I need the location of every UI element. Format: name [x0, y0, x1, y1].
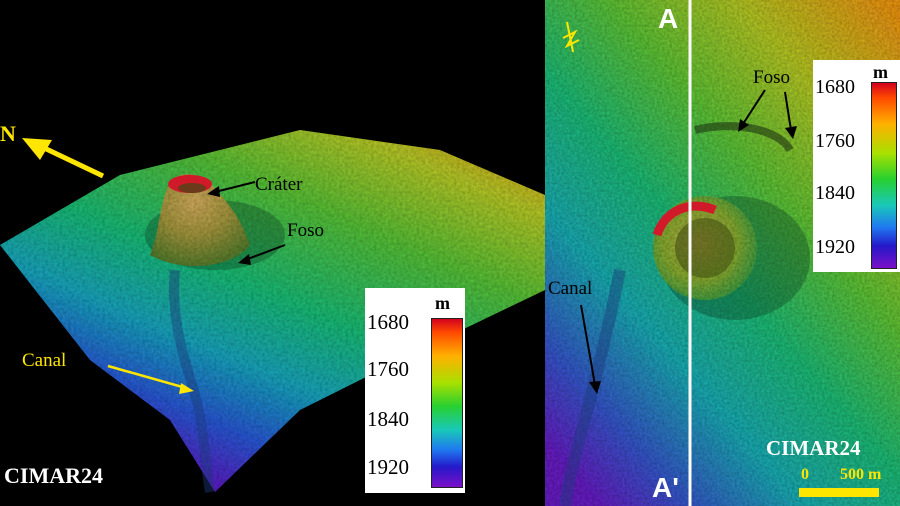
colorbar-tick-3: 1840 [367, 407, 409, 431]
canal-label: Canal [22, 350, 67, 371]
plan-foso-pointer-2-head [785, 126, 797, 139]
terrain-surface [0, 130, 545, 492]
plan-crater-pit [675, 218, 735, 278]
plan-colorbar-box: m 1680 1760 1840 1920 [813, 60, 900, 272]
crater-pit [178, 183, 206, 193]
north-label: N [0, 121, 16, 146]
plan-view-panel: A A' Foso Canal CIMAR24 0 500 m m 1680 1… [545, 0, 900, 506]
profile-label-bottom: A' [652, 472, 679, 503]
plan-canal-label: Canal [548, 278, 593, 299]
colorbar-unit: m [435, 293, 450, 313]
plan-colorbar-tick-2: 1760 [815, 130, 855, 152]
plan-foso-pointer-2 [784, 91, 792, 131]
plan-brand-label: CIMAR24 [766, 436, 861, 460]
plan-foso-label: Foso [753, 67, 790, 88]
foso-pointer-head [238, 254, 251, 265]
bathymetry-3d-surface [0, 130, 545, 493]
foso-label: Foso [287, 220, 324, 241]
north-arrow-shaft [38, 143, 105, 179]
perspective-view-panel: N Cráter Foso Canal CIMAR24 m 1680 1760 … [0, 121, 545, 493]
volcanic-cone [150, 174, 250, 267]
plan-colorbar-tick-1: 1680 [815, 76, 855, 98]
scale-end-label: 500 m [840, 466, 882, 483]
plan-colorbar-unit: m [873, 62, 888, 82]
canal-pointer [107, 364, 187, 390]
plan-foso-pointer-1-head [738, 119, 749, 132]
crater-label: Cráter [255, 174, 303, 195]
colorbar-box: m 1680 1760 1840 1920 [365, 288, 465, 493]
colorbar-gradient [431, 318, 463, 488]
plan-foso-pointer-1 [742, 89, 766, 125]
colorbar-tick-4: 1920 [367, 455, 409, 479]
plan-crater-rim [652, 201, 717, 237]
scale-start-label: 0 [801, 466, 809, 483]
canal-trough [169, 269, 215, 493]
scale-bar [799, 488, 879, 497]
crater-pointer-head [207, 186, 220, 197]
north-arrow-icon [22, 138, 52, 160]
plan-colorbar-tick-3: 1840 [815, 182, 855, 204]
plan-colorbar-gradient [871, 82, 897, 269]
colorbar-tick-2: 1760 [367, 357, 409, 381]
brand-label: CIMAR24 [4, 463, 103, 488]
plan-canal-pointer-head [589, 381, 601, 394]
plan-canal-pointer [580, 304, 596, 386]
plan-canal [559, 268, 626, 506]
profile-label-top: A [658, 3, 679, 34]
plan-moat-ridge [694, 122, 794, 153]
plan-colorbar-tick-4: 1920 [815, 236, 855, 258]
foso-pointer [244, 244, 286, 261]
canal-pointer-head [179, 383, 194, 394]
north-symbol-icon [566, 21, 574, 53]
colorbar-tick-1: 1680 [367, 310, 409, 334]
north-symbol-n [562, 29, 580, 49]
crater-pointer [214, 181, 256, 193]
